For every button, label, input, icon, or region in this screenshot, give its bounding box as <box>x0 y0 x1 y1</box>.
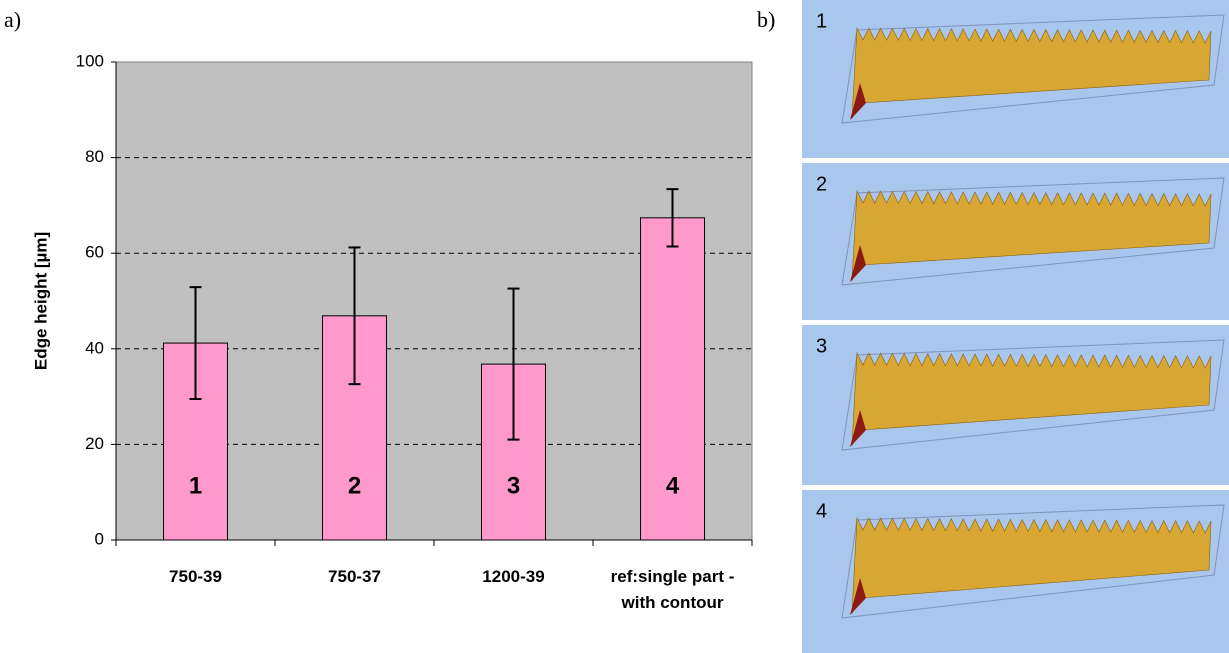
scan-label: 4 <box>816 500 827 522</box>
scan-label: 1 <box>816 10 827 32</box>
bar <box>640 217 705 541</box>
scan-surface <box>851 26 1212 120</box>
scan-box <box>841 339 1225 451</box>
y-tick-label: 20 <box>85 434 104 453</box>
scan-label: 2 <box>816 173 827 195</box>
scan-image: 2 <box>802 163 1229 320</box>
y-tick-label: 40 <box>85 338 104 357</box>
bar-label: 2 <box>348 472 361 499</box>
scan-surface <box>851 189 1212 282</box>
scan-image: 3 <box>802 325 1229 485</box>
x-tick-label: 750-39 <box>169 567 222 586</box>
y-axis-title: Edge height [µm] <box>31 232 50 370</box>
panel-label: a) <box>4 7 21 32</box>
error-bar <box>189 286 202 400</box>
scan-box <box>841 504 1225 619</box>
y-tick-label: 100 <box>76 51 104 70</box>
scan-edge <box>850 578 866 615</box>
bar-label: 3 <box>507 472 520 499</box>
x-tick-label: 1200-39 <box>482 567 545 586</box>
scan-edge <box>850 83 866 120</box>
scan-image: 1 <box>802 0 1229 158</box>
scan-edge <box>850 245 866 282</box>
error-bar <box>666 188 679 248</box>
bar-label: 4 <box>666 472 680 499</box>
scan-box <box>841 14 1225 124</box>
scan-edge <box>850 410 866 447</box>
scan-surface <box>851 516 1212 615</box>
y-tick-label: 80 <box>85 147 104 166</box>
bar-label: 1 <box>189 472 202 499</box>
y-tick-label: 60 <box>85 243 104 262</box>
scan-surface <box>851 351 1212 447</box>
y-tick-label: 0 <box>95 529 104 548</box>
scan-label: 3 <box>816 335 827 357</box>
x-tick-label: ref:single part -with contour <box>610 567 735 612</box>
scan-image: 4 <box>802 490 1229 653</box>
panel-label: b) <box>757 7 775 32</box>
bar <box>163 342 228 541</box>
x-tick-label: 750-37 <box>328 567 381 586</box>
error-bar <box>348 246 361 386</box>
scan-box <box>841 177 1225 286</box>
error-bar <box>507 287 520 441</box>
